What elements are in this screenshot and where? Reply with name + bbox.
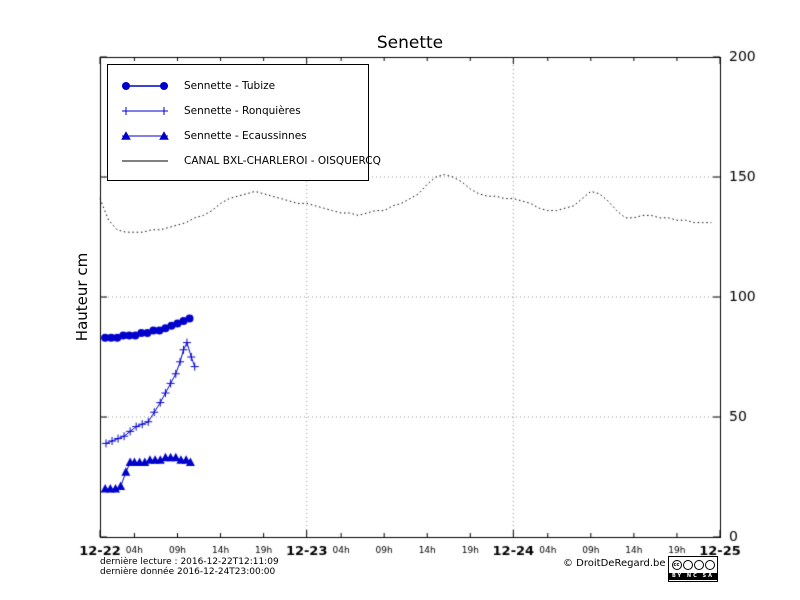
legend-label: Sennette - Tubize (184, 79, 276, 92)
legend-item-canal: CANAL BXL-CHARLEROI - OISQUERCQ (108, 148, 381, 173)
cc-icons-row: cc (669, 557, 717, 573)
copyright-text: © DroitDeRegard.be (563, 558, 666, 569)
cc-by-icon (682, 560, 693, 570)
cc-logo-icon: cc (671, 560, 682, 570)
cc-license-badge[interactable]: cc BY NC SA (668, 556, 718, 582)
legend-item-ronquieres: Sennette - Ronquières (108, 98, 368, 123)
cc-license-labels: BY NC SA (669, 573, 717, 580)
last-data-text: dernière donnée 2016-12-24T23:00:00 (100, 567, 276, 577)
legend-label: Sennette - Ecaussinnes (184, 129, 307, 142)
triangle-marker-line-icon (120, 129, 170, 143)
cc-nc-icon (693, 560, 704, 570)
y-axis-label: Hauteur cm (73, 252, 91, 342)
legend-label: Sennette - Ronquières (184, 104, 301, 117)
legend-label: CANAL BXL-CHARLEROI - OISQUERCQ (184, 154, 381, 167)
legend-item-tubize: Sennette - Tubize (108, 73, 368, 98)
legend-box: Sennette - Tubize Sennette - Ronquières … (107, 64, 381, 181)
legend-item-ecaussinnes: Sennette - Ecaussinnes (108, 123, 368, 148)
chart-title: Senette (376, 33, 444, 53)
last-reading-text: dernière lecture : 2016-12-22T12:11:09 (100, 557, 279, 567)
plain-line-icon (120, 154, 170, 168)
circle-marker-line-icon (120, 79, 170, 93)
plus-marker-line-icon (120, 104, 170, 118)
cc-sa-icon (704, 560, 715, 570)
